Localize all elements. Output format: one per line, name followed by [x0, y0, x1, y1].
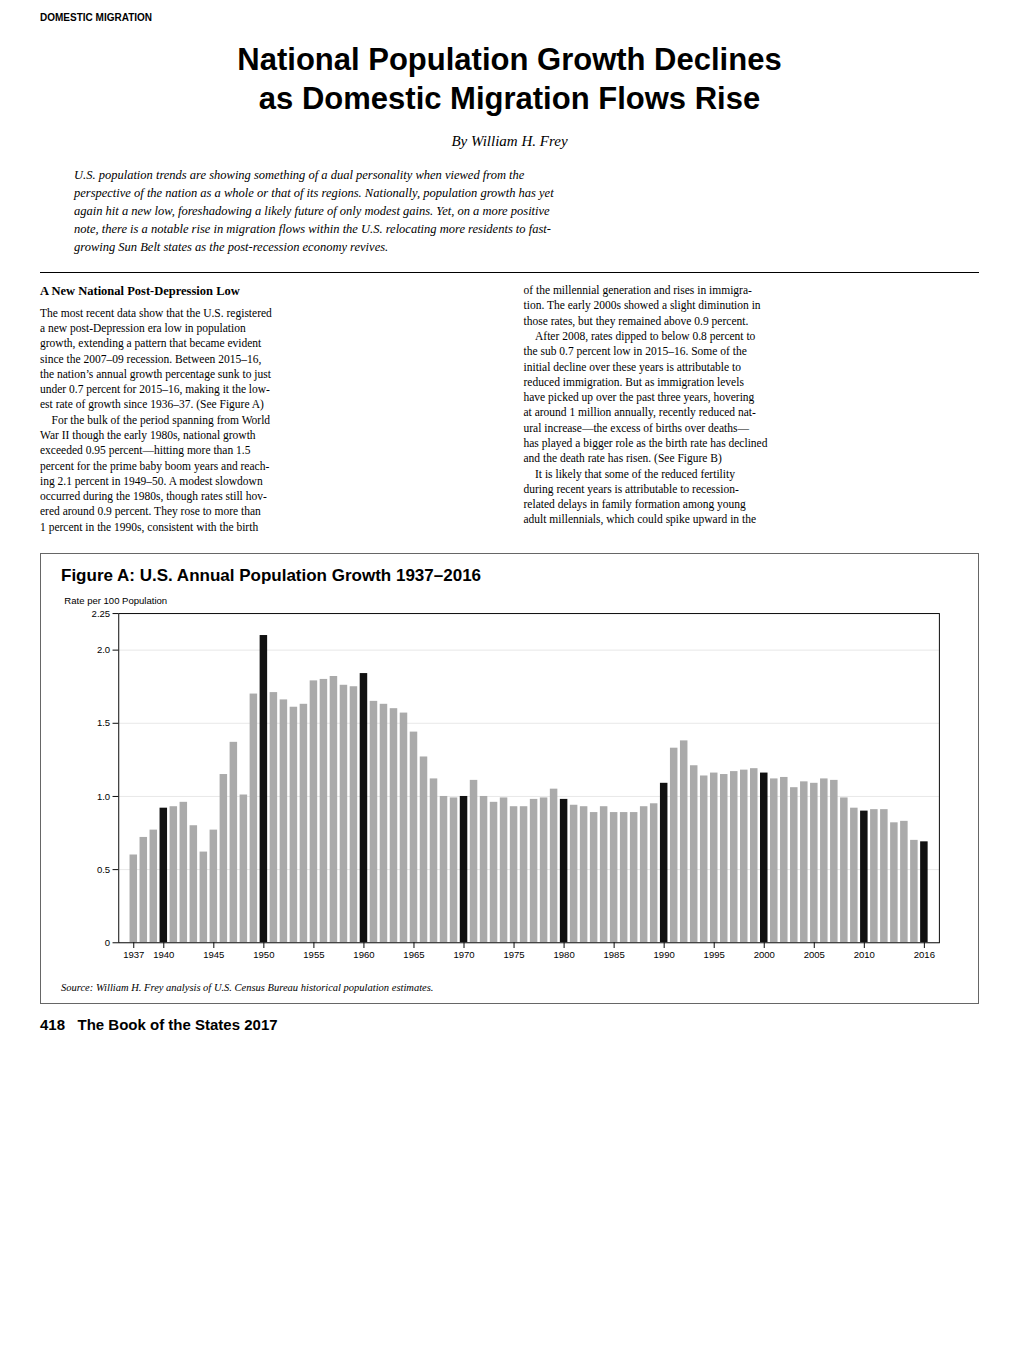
- svg-text:2010: 2010: [854, 949, 875, 960]
- svg-text:1937: 1937: [123, 949, 144, 960]
- svg-text:1.0: 1.0: [97, 790, 110, 801]
- html-text:National Population Growth Dec: National Population Growth Declines: [237, 42, 782, 77]
- html-text:418 The Book of the States 201: 418 The Book of the States 2017: [40, 1015, 278, 1033]
- svg-text:2005: 2005: [804, 949, 825, 960]
- svg-text:1970: 1970: [453, 949, 474, 960]
- svg-text:1995: 1995: [704, 949, 725, 960]
- html-text:Figure A: U.S. Annual Populati: Figure A: U.S. Annual Population Growth …: [61, 566, 481, 585]
- html-text:DOMESTIC MIGRATION: DOMESTIC MIGRATION: [40, 12, 152, 23]
- html-text:as Domestic Migration Flows Ri: as Domestic Migration Flows Rise: [258, 80, 761, 116]
- svg-text:0.5: 0.5: [97, 864, 110, 875]
- svg-text:1980: 1980: [553, 949, 574, 960]
- html-text:A New National Post-Depression: A New National Post-Depression Low: [40, 284, 240, 299]
- svg-text:1950: 1950: [253, 949, 274, 960]
- svg-text:0: 0: [105, 937, 110, 948]
- svg-text:2016: 2016: [914, 949, 935, 960]
- html-text:Source: William H. Frey analys: Source: William H. Frey analysis of U.S.…: [61, 981, 434, 993]
- svg-text:1985: 1985: [604, 949, 625, 960]
- html-text:U.S. population trends are sho: U.S. population trends are showing somet…: [74, 167, 554, 254]
- svg-text:1965: 1965: [403, 949, 424, 960]
- svg-text:1955: 1955: [303, 949, 324, 960]
- html-text:of the millennial generation a: of the millennial generation and rises i…: [523, 284, 768, 526]
- svg-text:1940: 1940: [153, 949, 174, 960]
- svg-text:1.5: 1.5: [97, 717, 110, 728]
- svg-text:1960: 1960: [353, 949, 374, 960]
- html-text:The most recent data show that: The most recent data show that the U.S. …: [40, 306, 272, 533]
- svg-text:1990: 1990: [654, 949, 675, 960]
- html-text:By William H. Frey: By William H. Frey: [451, 132, 568, 149]
- svg-text:2.0: 2.0: [97, 644, 110, 655]
- svg-text:1975: 1975: [503, 949, 524, 960]
- svg-text:Rate per 100 Population: Rate per 100 Population: [64, 595, 167, 606]
- svg-text:2.25: 2.25: [92, 608, 111, 619]
- svg-text:2000: 2000: [754, 949, 775, 960]
- svg-text:1945: 1945: [203, 949, 224, 960]
